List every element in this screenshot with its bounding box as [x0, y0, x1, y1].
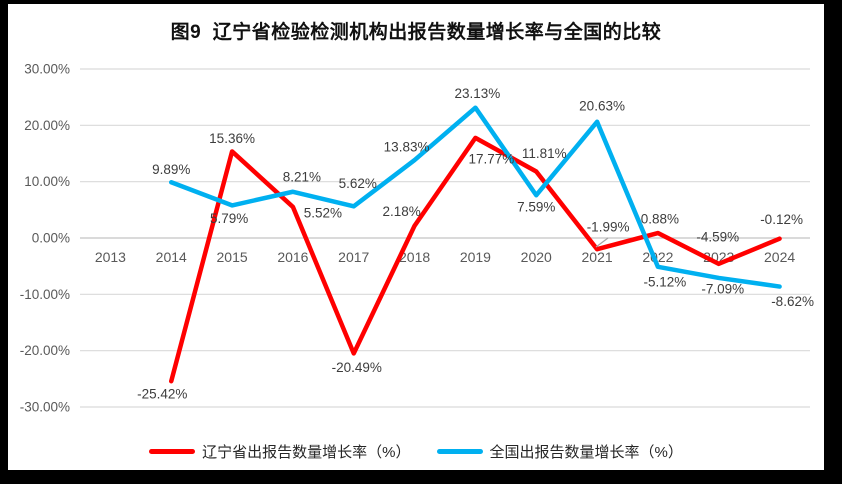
line-chart-plot: 30.00% 20.00% 10.00% 0.00% -10.00% -20.00% -30… — [20, 62, 814, 415]
data-label: -25.42% — [137, 387, 187, 402]
chart-legend: 辽宁省出报告数量增长率（%） 全国出报告数量增长率（%） — [8, 438, 824, 464]
data-label: -20.49% — [332, 360, 382, 375]
legend-label-liaoning: 辽宁省出报告数量增长率（%） — [202, 443, 411, 461]
y-axis-tick-label: 30.00% — [24, 62, 70, 77]
y-axis-tick-label: -30.00% — [20, 399, 70, 414]
legend-swatch-liaoning — [149, 448, 196, 454]
data-label: -0.12% — [760, 212, 803, 227]
x-axis-year-label: 2014 — [156, 249, 187, 265]
data-label: 7.59% — [517, 200, 555, 215]
data-label: 0.88% — [641, 212, 679, 227]
data-label: 9.89% — [152, 162, 190, 177]
data-label: 8.21% — [283, 169, 321, 184]
y-axis-tick-label: 0.00% — [32, 231, 70, 246]
data-label: 15.36% — [209, 131, 255, 146]
label-leader-line — [595, 237, 609, 248]
chart-canvas: 图9 辽宁省检验检测机构出报告数量增长率与全国的比较 30.00% 20.00% 1… — [8, 4, 824, 470]
legend-label-national: 全国出报告数量增长率（%） — [489, 443, 683, 461]
x-axis-year-label: 2017 — [338, 249, 369, 265]
y-axis-tick-label: -10.00% — [20, 287, 70, 302]
y-axis-tick-label: -20.00% — [20, 343, 70, 358]
y-axis-tick-label: 10.00% — [24, 174, 70, 189]
x-axis-year-label: 2024 — [764, 249, 795, 265]
data-label: 17.77% — [469, 151, 515, 166]
x-axis-year-label: 2015 — [217, 249, 248, 265]
data-label: -7.09% — [701, 281, 744, 296]
series-line-0 — [169, 135, 782, 384]
series-line-1 — [169, 105, 782, 289]
legend-item-national[interactable]: 全国出报告数量增长率（%） — [436, 441, 683, 462]
x-axis-year-label: 2020 — [521, 249, 552, 265]
data-label: 5.62% — [339, 176, 377, 191]
data-label: 5.79% — [210, 211, 248, 226]
chart-title: 图9 辽宁省检验检测机构出报告数量增长率与全国的比较 — [170, 22, 662, 43]
legend-swatch-national — [436, 448, 483, 454]
data-label: -8.62% — [771, 294, 814, 309]
legend-item-liaoning[interactable]: 辽宁省出报告数量增长率（%） — [149, 441, 411, 462]
x-axis-year-label: 2019 — [460, 249, 491, 265]
data-label: 2.18% — [382, 204, 420, 219]
data-label: 13.83% — [384, 140, 430, 155]
data-label: 5.52% — [304, 205, 342, 220]
x-axis-year-label: 2018 — [399, 249, 430, 265]
y-axis-tick-label: 20.00% — [24, 118, 70, 133]
x-axis-year-label: 2021 — [582, 249, 613, 265]
data-label: -4.59% — [696, 229, 739, 244]
data-label: -1.99% — [587, 220, 630, 235]
data-label: -5.12% — [644, 274, 687, 289]
x-axis-year-label: 2016 — [277, 249, 308, 265]
x-axis-year-label: 2013 — [95, 249, 126, 265]
data-label: 23.13% — [455, 86, 501, 101]
data-label: 20.63% — [579, 98, 625, 113]
data-label: 11.81% — [522, 146, 567, 161]
